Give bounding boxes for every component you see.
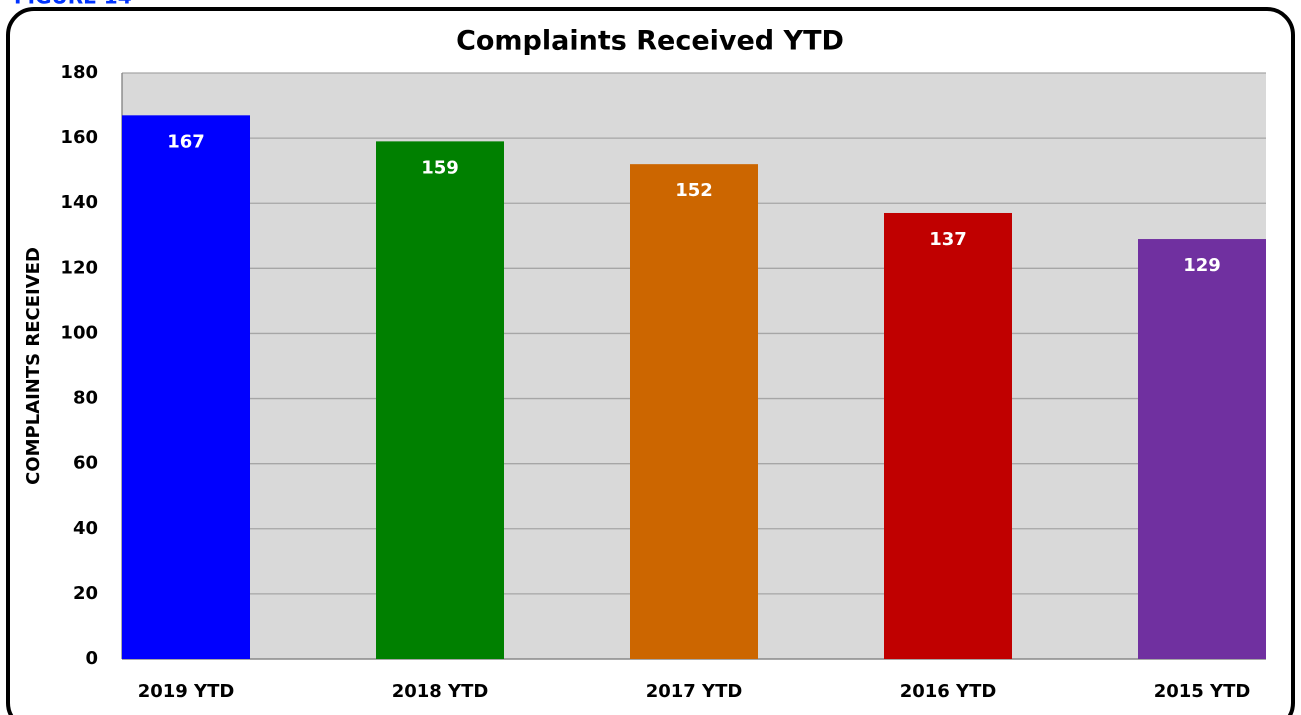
value-label: 159 xyxy=(421,157,459,178)
bar xyxy=(376,141,504,659)
bar xyxy=(1138,239,1266,660)
y-tick-label: 160 xyxy=(60,127,98,148)
y-tick-label: 80 xyxy=(73,388,98,409)
y-axis-label: COMPLAINTS RECEIVED xyxy=(23,247,44,485)
bar xyxy=(630,164,758,659)
bar xyxy=(122,115,250,660)
y-tick-label: 60 xyxy=(73,453,98,474)
x-tick-label: 2015 YTD xyxy=(1154,681,1251,702)
value-label: 167 xyxy=(167,131,205,152)
x-tick-label: 2016 YTD xyxy=(900,681,997,702)
y-tick-label: 140 xyxy=(60,192,98,213)
bar xyxy=(884,212,1012,659)
y-tick-label: 100 xyxy=(60,322,98,343)
y-tick-label: 120 xyxy=(60,257,98,278)
chart-title: Complaints Received YTD xyxy=(456,26,844,57)
value-label: 137 xyxy=(929,229,967,250)
y-tick-label: 40 xyxy=(73,518,98,539)
x-tick-label: 2018 YTD xyxy=(392,681,489,702)
figure-label: FIGURE 14 xyxy=(14,0,132,9)
y-tick-label: 180 xyxy=(60,62,98,83)
value-label: 129 xyxy=(1183,255,1221,276)
x-tick-label: 2019 YTD xyxy=(138,681,235,702)
x-tick-label: 2017 YTD xyxy=(646,681,743,702)
y-tick-label: 20 xyxy=(73,583,98,604)
y-tick-label: 0 xyxy=(85,648,98,669)
value-label: 152 xyxy=(675,180,713,201)
